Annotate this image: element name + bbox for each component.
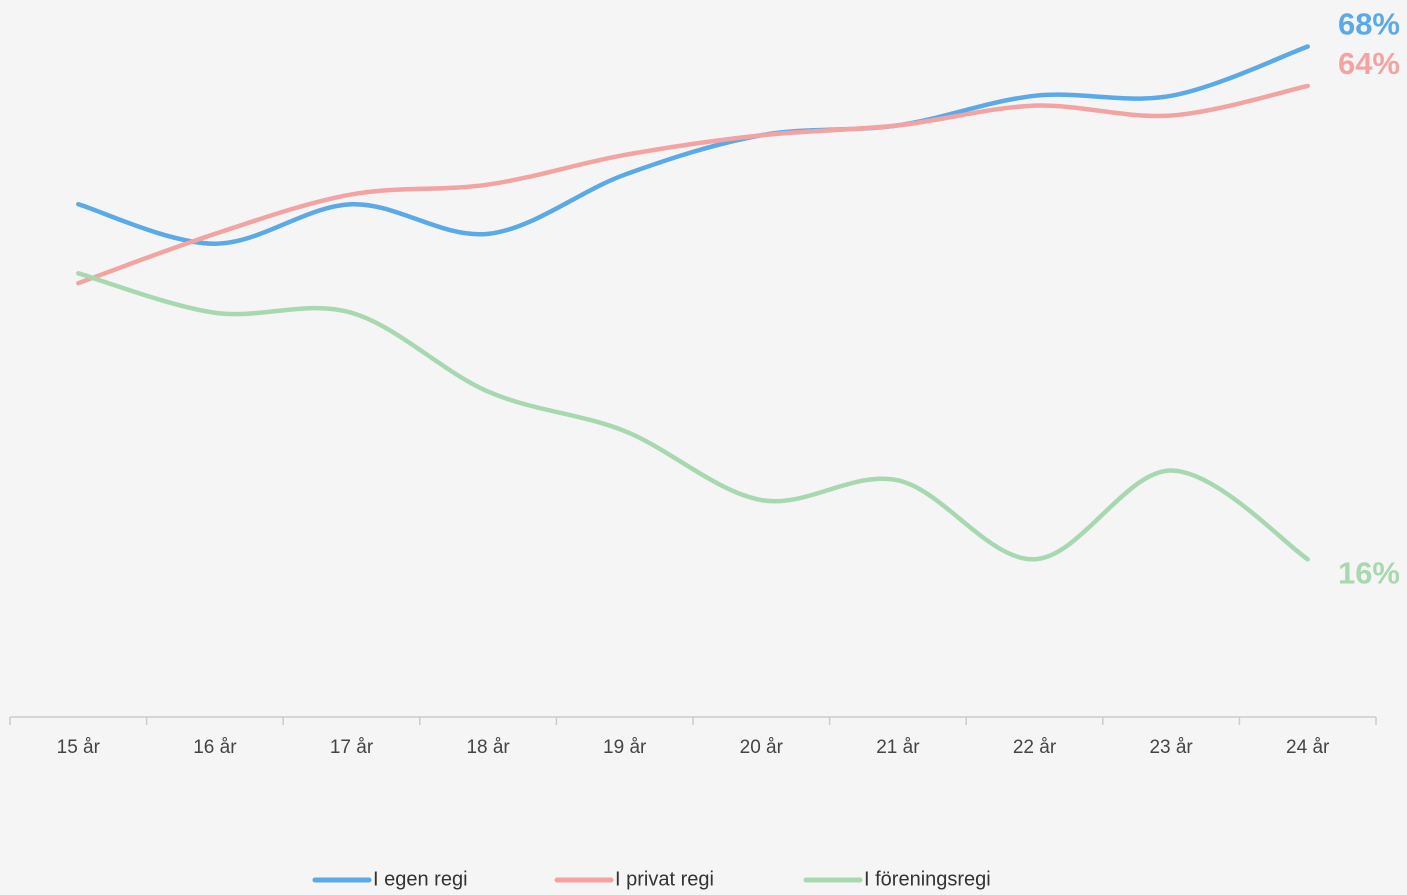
legend-label: I privat regi [615, 868, 714, 890]
data-label: 16% [1338, 555, 1400, 590]
series-line [76, 271, 1310, 562]
series-line [76, 44, 1310, 246]
data-label: 64% [1338, 46, 1400, 81]
x-tick-label: 16 år [193, 737, 237, 758]
data-label: 68% [1338, 7, 1400, 42]
x-tick-label: 18 år [466, 737, 510, 758]
legend-label: I egen regi [373, 868, 468, 890]
x-tick-label: 23 år [1149, 737, 1193, 758]
x-tick-label: 21 år [876, 737, 920, 758]
x-tick-label: 15 år [57, 737, 101, 758]
x-tick-label: 19 år [603, 737, 647, 758]
x-tick-label: 24 år [1286, 737, 1330, 758]
legend-label: I föreningsregi [864, 868, 991, 890]
series-line [76, 83, 1310, 286]
x-tick-label: 22 år [1013, 737, 1057, 758]
x-tick-label: 20 år [740, 737, 784, 758]
x-tick-label: 17 år [330, 737, 374, 758]
